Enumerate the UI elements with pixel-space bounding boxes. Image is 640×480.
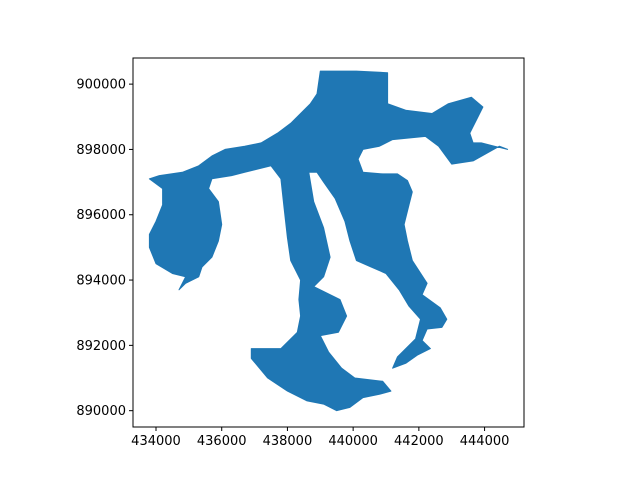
x-tick-label: 438000	[263, 434, 313, 449]
y-tick-label: 896000	[76, 208, 126, 223]
x-axis: 434000 436000 438000 440000 442000 444000	[131, 427, 509, 449]
y-tick-label: 900000	[76, 78, 126, 93]
y-axis: 890000 892000 894000 896000 898000 900000	[76, 78, 133, 419]
x-tick-label: 436000	[197, 434, 247, 449]
y-tick-label: 890000	[76, 404, 126, 419]
x-tick-label: 440000	[328, 434, 378, 449]
y-tick-label: 898000	[76, 143, 126, 158]
axes-frame	[132, 57, 525, 428]
x-tick-label: 442000	[394, 434, 444, 449]
x-tick-label: 444000	[460, 434, 510, 449]
area-shape-0	[148, 70, 509, 412]
area-layer	[148, 70, 509, 412]
y-tick-label: 894000	[76, 274, 126, 289]
x-tick-label: 434000	[131, 434, 181, 449]
y-tick-label: 892000	[76, 339, 126, 354]
